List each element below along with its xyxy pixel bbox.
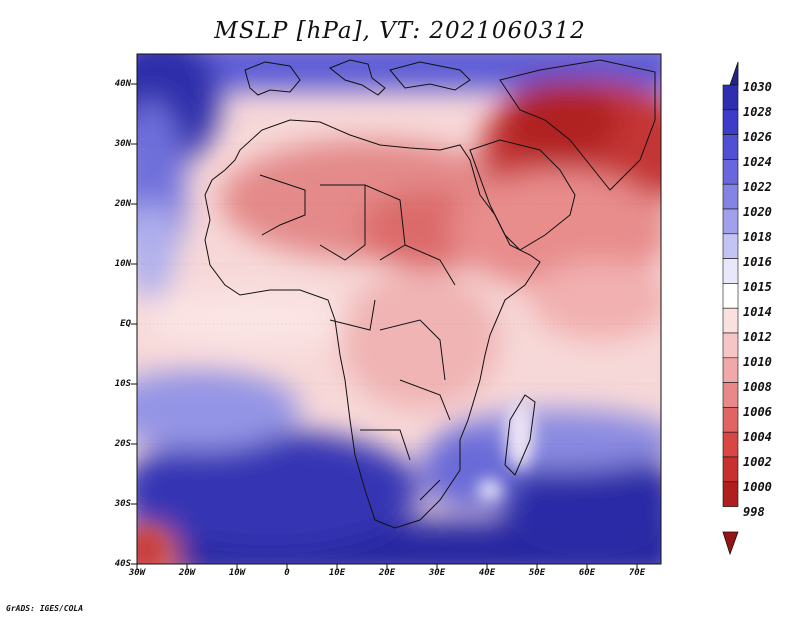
colorbar-top-arrow [729,61,739,86]
colorbar-box [722,357,739,383]
lat-label-10s: 10S [114,379,131,389]
colorbar-label-1004: 1004 [743,430,772,444]
colorbar-label-1018: 1018 [743,230,772,244]
lon-label-0: 0 [284,568,290,578]
plot-frame [136,53,662,565]
lat-label-30s: 30S [114,499,131,509]
colorbar-box [722,233,739,259]
colorbar-box [722,382,739,408]
colorbar-box [722,109,739,135]
colorbar-label-1030: 1030 [743,80,772,94]
colorbar-label-1010: 1010 [743,355,772,369]
colorbar-label-1022: 1022 [743,180,772,194]
colorbar-label-1020: 1020 [743,205,772,219]
credit-label: GrADS: IGES/COLA [6,604,84,613]
colorbar-box [722,134,739,160]
colorbar-box [722,208,739,235]
colorbar-box [722,183,739,210]
colorbar-box [722,481,739,507]
lat-label-30n: 30N [114,139,131,149]
colorbar-label-1016: 1016 [743,255,772,269]
lon-label-10w: 10W [228,568,246,578]
colorbar-box [722,258,739,284]
colorbar-box [722,84,739,111]
colorbar-label-1000: 1000 [743,480,772,494]
lon-label-70e: 70E [628,568,646,578]
colorbar-label-1002: 1002 [743,455,772,469]
colorbar-label-1008: 1008 [743,380,772,394]
colorbar-label-998: 998 [743,505,765,519]
lat-label-40n: 40N [114,79,131,89]
lat-label-20s: 20S [114,439,131,449]
axis-ticks [131,83,638,570]
lon-label-30w: 30W [128,568,146,578]
colorbar-box [722,283,739,309]
lon-label-50e: 50E [528,568,546,578]
colorbar-label-1024: 1024 [743,155,772,169]
lat-label-10n: 10N [114,259,131,269]
colorbar-label-1012: 1012 [743,330,772,344]
colorbar-box [722,307,739,334]
lon-label-60e: 60E [578,568,596,578]
coastlines [204,59,656,529]
map-title: MSLP [hPa], VT: 2021060312 [214,18,586,44]
lon-label-10e: 10E [328,568,346,578]
colorbar-label-1014: 1014 [743,305,772,319]
colorbar-label-1028: 1028 [743,105,772,119]
graticule [137,143,661,505]
colorbar-label-1006: 1006 [743,405,772,419]
colorbar-box [722,456,739,483]
lon-label-20e: 20E [378,568,396,578]
lon-label-30e: 30E [428,568,446,578]
lat-label-20n: 20N [114,199,131,209]
colorbar-label-1026: 1026 [743,130,772,144]
colorbar-bottom-arrow [722,531,739,556]
colorbar-box [722,431,739,458]
lon-label-20w: 20W [178,568,196,578]
colorbar-box [722,159,739,185]
lat-label-eq: EQ [120,319,131,329]
lon-label-40e: 40E [478,568,496,578]
colorbar-box [722,407,739,433]
lat-label-40s: 40S [114,559,131,569]
colorbar-box [722,332,739,359]
colorbar-label-1015: 1015 [743,280,772,294]
